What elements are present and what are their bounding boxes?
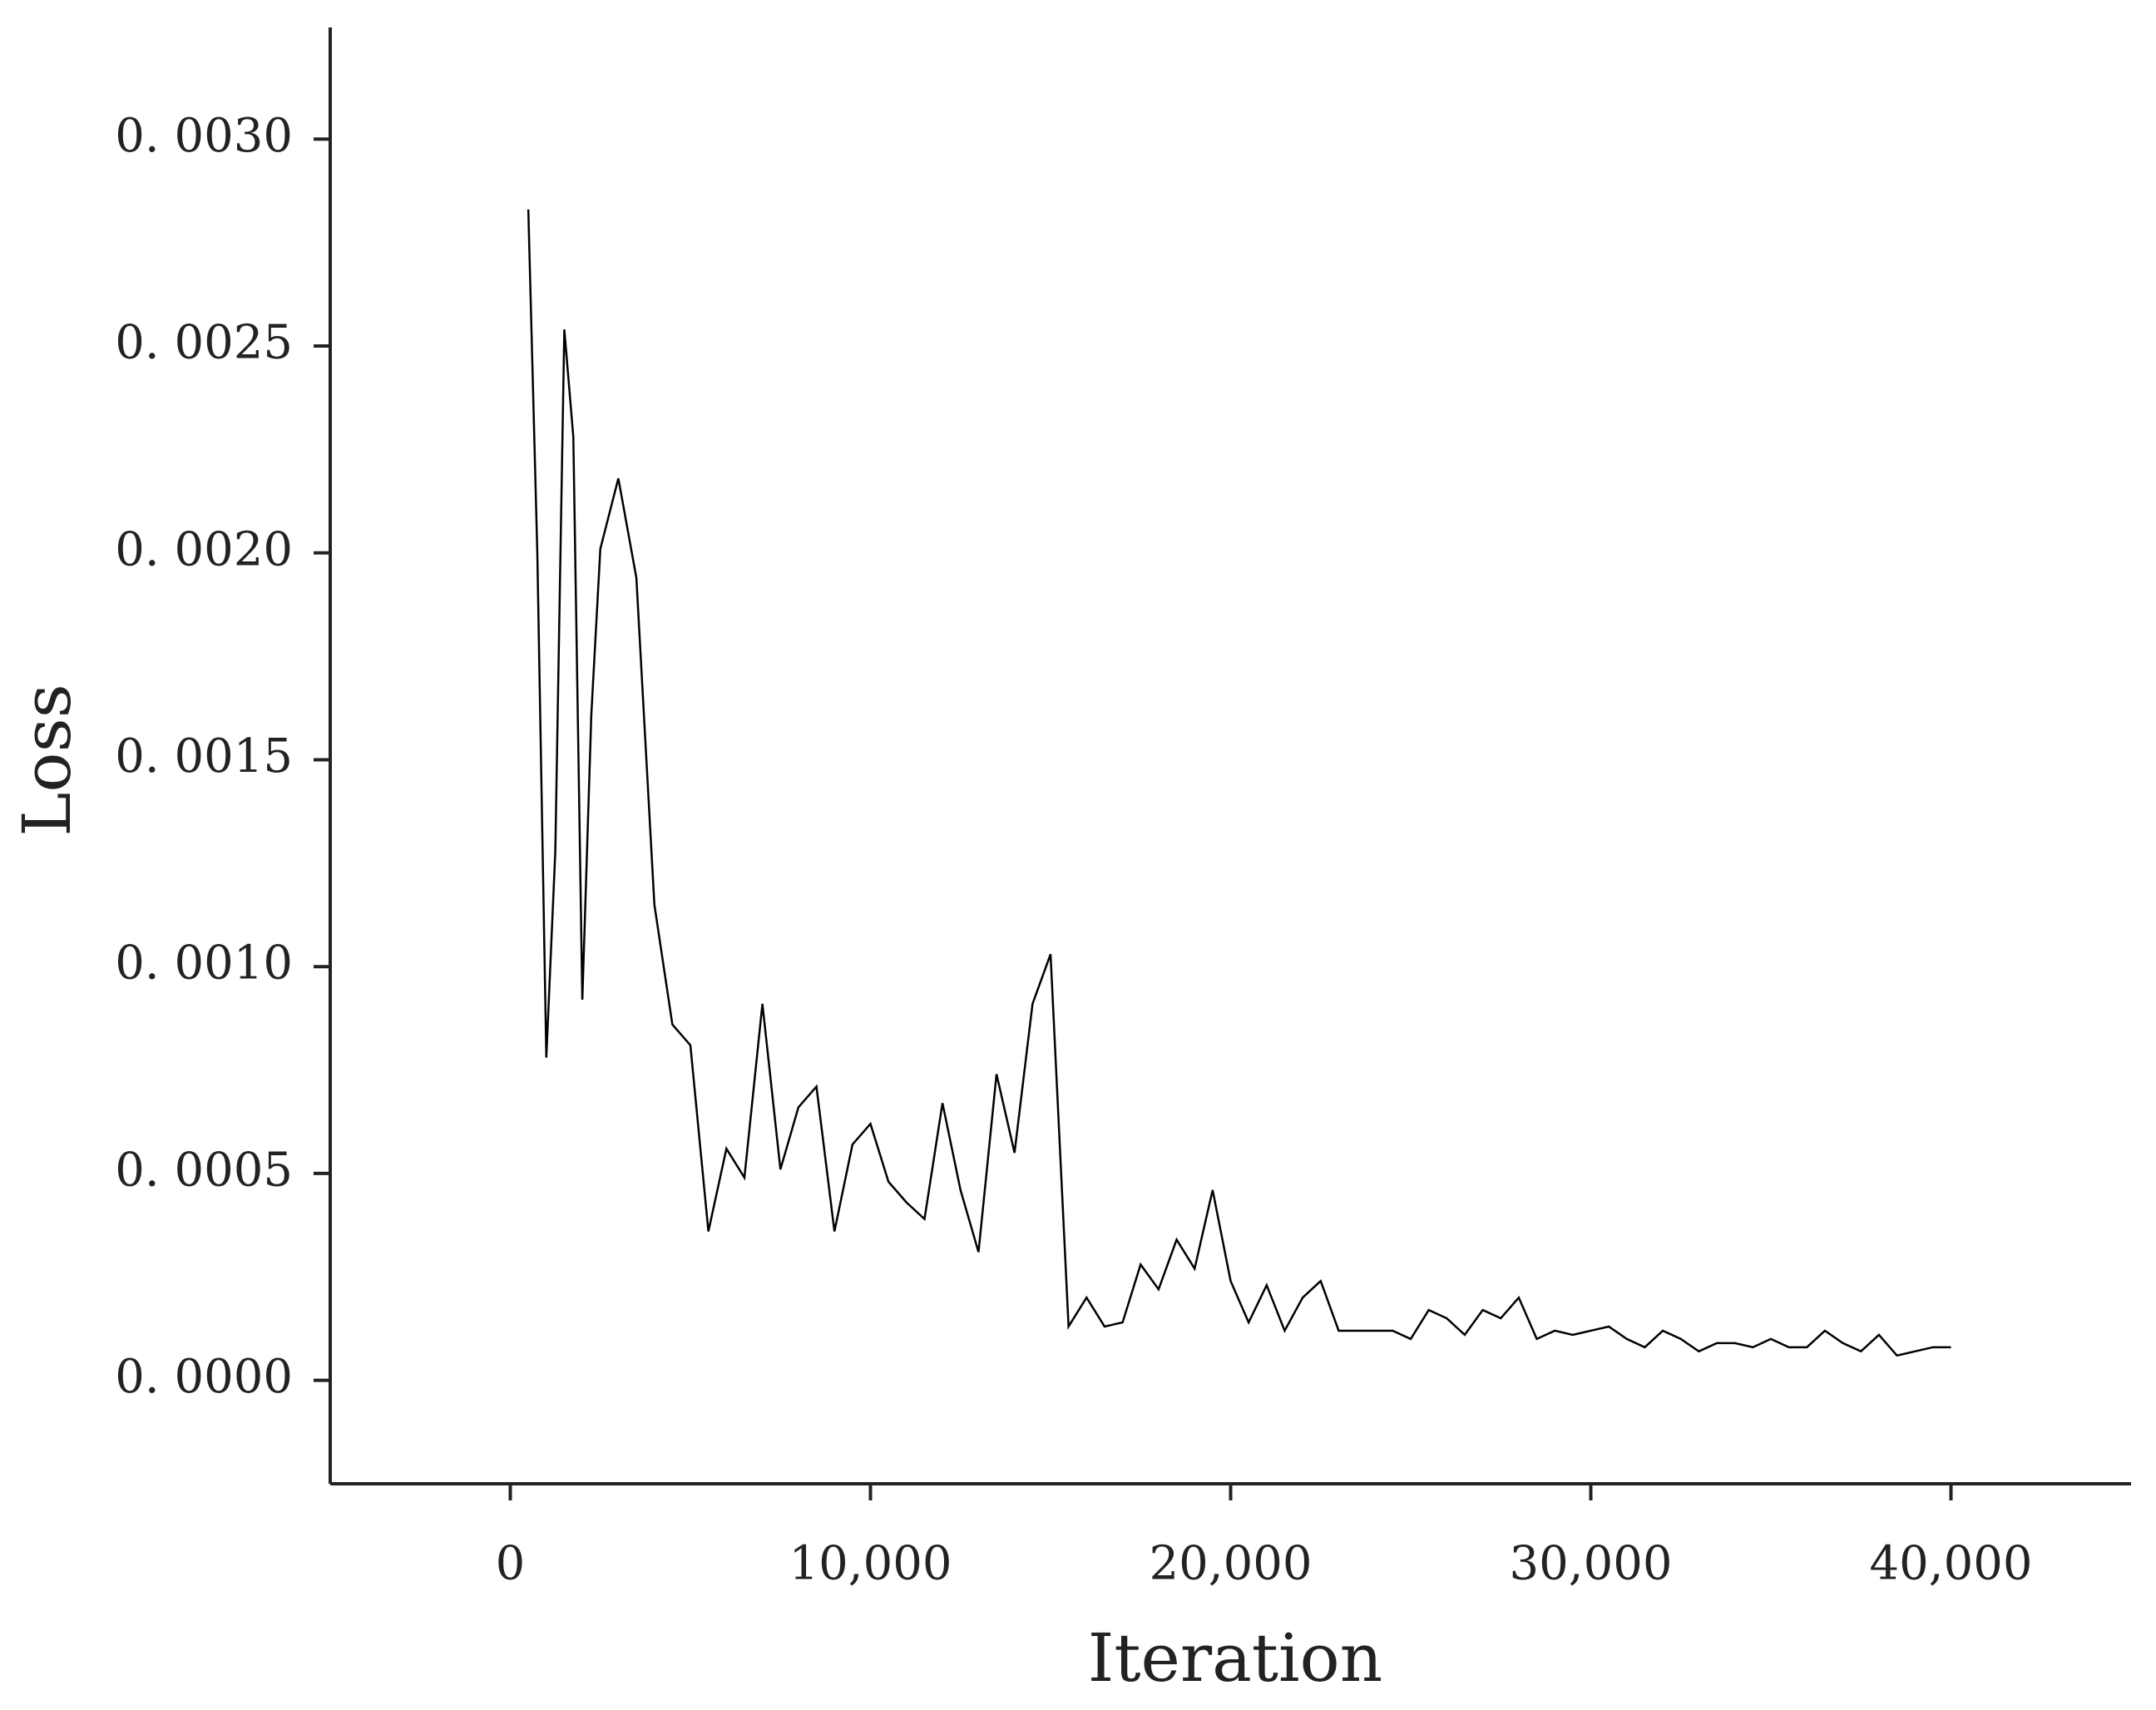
y-tick-label: 0. 0010 [115,937,293,991]
x-tick-label: 20,000 [1150,1537,1313,1591]
y-tick-label: 0. 0005 [115,1143,293,1197]
loss-line [527,209,1951,1357]
x-tick-label: 10,000 [789,1537,952,1591]
y-axis-title: Loss [8,684,86,836]
x-tick-label: 30,000 [1510,1537,1673,1591]
x-tick-label: 0 [496,1537,526,1591]
x-axis-title: Iteration [1088,1619,1382,1697]
y-tick-label: 0. 0000 [115,1350,293,1404]
y-tick-label: 0. 0015 [115,729,293,783]
x-tick-label: 40,000 [1870,1537,2033,1591]
y-tick-label: 0. 0020 [115,522,293,576]
y-tick-label: 0. 0030 [115,109,293,163]
y-tick-label: 0. 0025 [115,316,293,370]
